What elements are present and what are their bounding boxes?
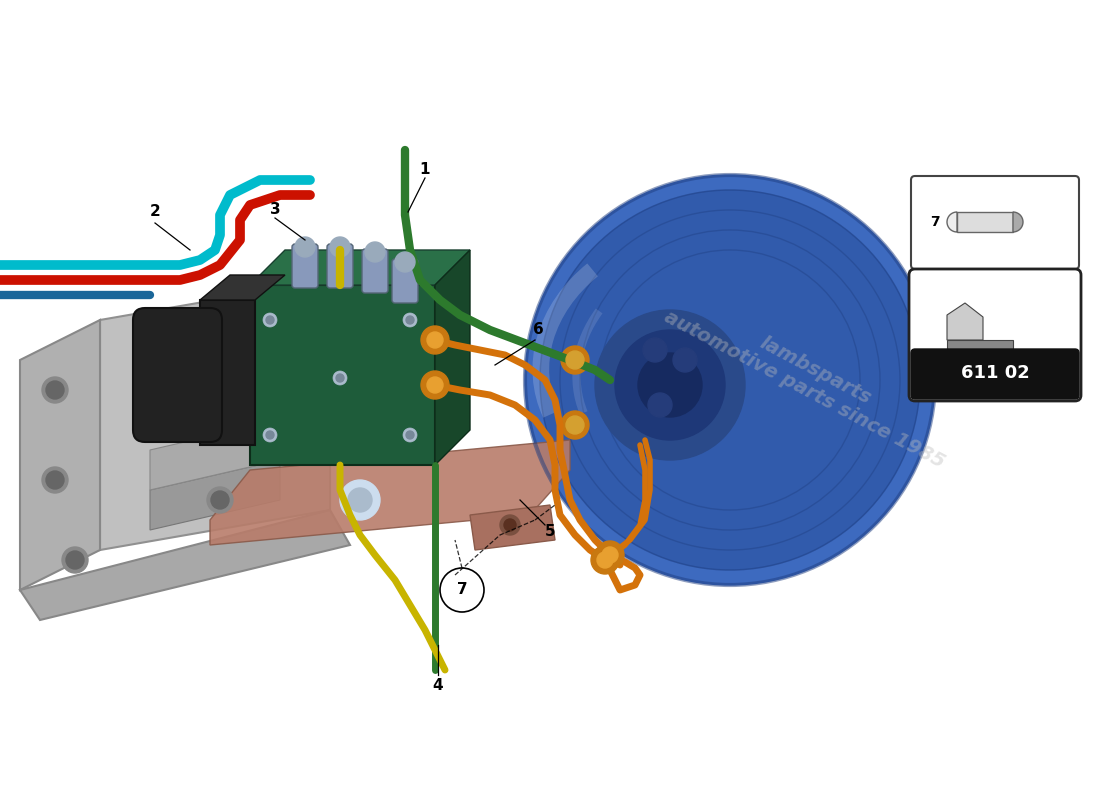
Polygon shape xyxy=(250,285,434,465)
Polygon shape xyxy=(947,303,983,340)
Circle shape xyxy=(207,487,233,513)
Circle shape xyxy=(596,541,624,569)
Circle shape xyxy=(561,346,588,374)
Polygon shape xyxy=(200,275,285,300)
Circle shape xyxy=(427,377,443,393)
Polygon shape xyxy=(20,510,350,620)
Polygon shape xyxy=(947,340,1013,353)
Circle shape xyxy=(266,431,274,439)
Text: 5: 5 xyxy=(544,525,556,539)
Circle shape xyxy=(673,348,697,372)
Circle shape xyxy=(525,175,935,585)
Circle shape xyxy=(365,242,385,262)
FancyBboxPatch shape xyxy=(362,249,388,293)
FancyBboxPatch shape xyxy=(392,259,418,303)
Circle shape xyxy=(403,428,417,442)
Text: 3: 3 xyxy=(270,202,280,218)
Text: 7: 7 xyxy=(456,582,468,598)
Circle shape xyxy=(425,330,446,350)
Polygon shape xyxy=(150,460,280,530)
Circle shape xyxy=(615,330,725,440)
Circle shape xyxy=(211,491,229,509)
Text: 611 02: 611 02 xyxy=(960,364,1030,382)
Polygon shape xyxy=(20,320,100,590)
Circle shape xyxy=(46,381,64,399)
Text: 1: 1 xyxy=(420,162,430,178)
Circle shape xyxy=(406,316,414,324)
Polygon shape xyxy=(250,250,470,285)
Circle shape xyxy=(211,361,229,379)
FancyBboxPatch shape xyxy=(133,308,222,442)
Text: 6: 6 xyxy=(532,322,543,338)
Circle shape xyxy=(295,237,315,257)
Text: 4: 4 xyxy=(432,678,443,694)
Polygon shape xyxy=(150,420,280,490)
Circle shape xyxy=(421,326,449,354)
Polygon shape xyxy=(957,212,1013,232)
Circle shape xyxy=(421,371,449,399)
Polygon shape xyxy=(200,300,255,445)
Circle shape xyxy=(595,310,745,460)
Circle shape xyxy=(566,416,584,434)
Circle shape xyxy=(42,467,68,493)
Circle shape xyxy=(263,313,277,327)
Polygon shape xyxy=(470,505,556,550)
Circle shape xyxy=(330,237,350,257)
Circle shape xyxy=(504,519,516,531)
Circle shape xyxy=(395,252,415,272)
Circle shape xyxy=(333,371,346,385)
Wedge shape xyxy=(947,212,957,232)
Wedge shape xyxy=(1013,212,1023,232)
Text: 7: 7 xyxy=(931,215,939,229)
Polygon shape xyxy=(210,440,570,545)
FancyBboxPatch shape xyxy=(327,244,353,288)
Circle shape xyxy=(403,313,417,327)
Circle shape xyxy=(591,546,619,574)
Polygon shape xyxy=(434,250,470,465)
Circle shape xyxy=(348,488,372,512)
Circle shape xyxy=(566,351,584,369)
Circle shape xyxy=(263,428,277,442)
Circle shape xyxy=(46,471,64,489)
Circle shape xyxy=(561,411,588,439)
Circle shape xyxy=(602,547,618,563)
FancyBboxPatch shape xyxy=(909,269,1081,401)
Circle shape xyxy=(62,547,88,573)
FancyBboxPatch shape xyxy=(292,244,318,288)
Circle shape xyxy=(207,357,233,383)
Circle shape xyxy=(644,338,667,362)
Circle shape xyxy=(648,393,672,417)
Circle shape xyxy=(406,431,414,439)
Circle shape xyxy=(336,374,344,382)
Circle shape xyxy=(597,552,613,568)
Text: 2: 2 xyxy=(150,205,161,219)
FancyBboxPatch shape xyxy=(911,349,1079,399)
Circle shape xyxy=(42,377,68,403)
Circle shape xyxy=(638,353,702,417)
FancyBboxPatch shape xyxy=(911,176,1079,269)
Circle shape xyxy=(500,515,520,535)
Circle shape xyxy=(266,316,274,324)
Circle shape xyxy=(540,190,920,570)
Circle shape xyxy=(425,375,446,395)
Circle shape xyxy=(427,332,443,348)
Circle shape xyxy=(66,551,84,569)
Circle shape xyxy=(340,480,379,520)
Polygon shape xyxy=(100,280,330,550)
Text: lambsparts
automotive parts since 1985: lambsparts automotive parts since 1985 xyxy=(661,288,958,472)
